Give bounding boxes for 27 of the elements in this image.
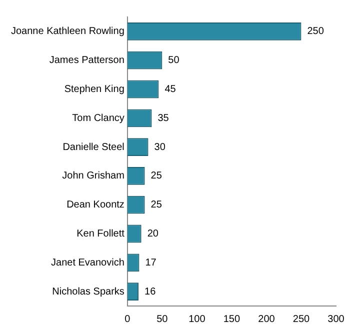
data-label: 20 [147, 228, 159, 240]
data-label: 35 [158, 112, 170, 124]
data-label: 45 [164, 84, 176, 95]
x-tick-label: 200 [258, 314, 276, 325]
data-label: 25 [150, 170, 162, 182]
y-tick-label: Dean Koontz [66, 200, 124, 211]
x-tick-label: 0 [124, 314, 131, 325]
y-tick-label: Ken Follett [76, 228, 125, 240]
y-tick-label: John Grisham [62, 170, 124, 182]
data-label: 250 [307, 26, 324, 38]
y-tick-label: Tom Clancy [72, 112, 124, 124]
y-tick-label: Joanne Kathleen Rowling [10, 26, 124, 38]
y-tick-label: James Patterson [49, 55, 124, 66]
y-tick-label: Janet Evanovich [51, 257, 124, 268]
data-label: 16 [144, 286, 156, 298]
data-label: 25 [150, 200, 162, 211]
x-tick-label: 300 [328, 314, 345, 325]
y-tick-label: Danielle Steel [62, 142, 124, 153]
x-tick-label: 250 [292, 314, 310, 325]
data-label: 30 [154, 142, 166, 153]
y-tick-label: Nicholas Sparks [52, 286, 124, 298]
data-label: 17 [145, 257, 157, 268]
data-label: 50 [168, 55, 180, 66]
x-tick-label: 100 [188, 314, 206, 325]
x-tick-label: 150 [223, 314, 240, 325]
x-tick-label: 50 [156, 314, 168, 325]
y-tick-label: Stephen King [64, 84, 124, 95]
